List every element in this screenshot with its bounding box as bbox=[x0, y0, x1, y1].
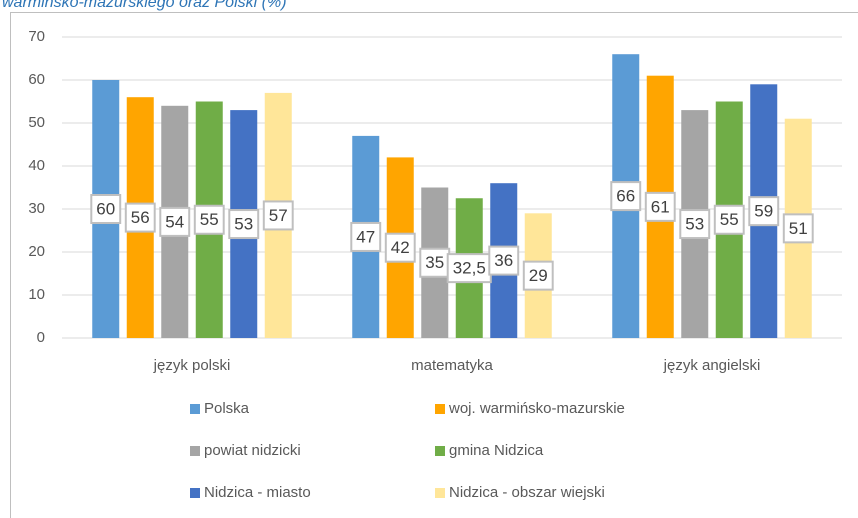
data-label: 53 bbox=[679, 209, 711, 240]
data-label: 56 bbox=[124, 202, 156, 233]
data-label-text: 66 bbox=[616, 187, 635, 206]
data-label: 47 bbox=[350, 221, 382, 252]
chart-frame bbox=[10, 12, 858, 518]
y-tick-label: 30 bbox=[28, 200, 45, 217]
x-tick-label: język angielski bbox=[663, 357, 761, 374]
legend-swatch bbox=[190, 488, 200, 498]
data-label-box bbox=[384, 232, 416, 263]
data-label-box bbox=[644, 191, 676, 222]
data-label-box bbox=[782, 213, 814, 244]
data-label: 36 bbox=[488, 245, 520, 276]
data-label-text: 60 bbox=[96, 199, 115, 218]
x-tick-label: matematyka bbox=[411, 357, 493, 374]
data-label: 54 bbox=[159, 206, 191, 237]
data-label-text: 32,5 bbox=[453, 259, 486, 278]
data-label-text: 56 bbox=[131, 208, 150, 227]
data-label-text: 53 bbox=[234, 215, 253, 234]
x-tick-label: język polski bbox=[153, 357, 231, 374]
data-label-text: 55 bbox=[720, 210, 739, 229]
data-label-text: 57 bbox=[269, 206, 288, 225]
legend-swatch bbox=[435, 446, 445, 456]
data-label-box bbox=[159, 206, 191, 237]
data-label-box bbox=[679, 209, 711, 240]
data-label: 53 bbox=[228, 209, 260, 240]
data-label-text: 59 bbox=[754, 202, 773, 221]
data-label-box bbox=[713, 204, 745, 235]
legend-swatch bbox=[435, 404, 445, 414]
legend-label: Polska bbox=[204, 400, 250, 417]
data-label-text: 29 bbox=[529, 266, 548, 285]
data-label: 57 bbox=[262, 200, 294, 231]
data-label-text: 47 bbox=[356, 227, 375, 246]
data-label: 42 bbox=[384, 232, 416, 263]
y-tick-label: 0 bbox=[37, 329, 45, 346]
data-label-box bbox=[419, 247, 451, 278]
y-tick-label: 10 bbox=[28, 286, 45, 303]
data-label-box bbox=[748, 196, 780, 227]
data-label-text: 51 bbox=[789, 219, 808, 238]
data-label-text: 61 bbox=[651, 197, 670, 216]
data-label-box bbox=[228, 209, 260, 240]
legend-swatch bbox=[190, 404, 200, 414]
legend-label: powiat nidzicki bbox=[204, 442, 301, 459]
data-label-box bbox=[350, 221, 382, 252]
data-label-text: 53 bbox=[685, 215, 704, 234]
data-label: 35 bbox=[419, 247, 451, 278]
legend-label: Nidzica - miasto bbox=[204, 484, 311, 501]
data-label-box bbox=[262, 200, 294, 231]
data-label: 66 bbox=[610, 181, 642, 212]
data-label: 61 bbox=[644, 191, 676, 222]
data-label: 55 bbox=[713, 204, 745, 235]
y-tick-label: 20 bbox=[28, 243, 45, 260]
legend-label: woj. warmińsko-mazurskie bbox=[448, 400, 625, 417]
data-label-box bbox=[488, 245, 520, 276]
y-tick-label: 60 bbox=[28, 71, 45, 88]
y-tick-label: 70 bbox=[28, 28, 45, 45]
y-tick-label: 50 bbox=[28, 114, 45, 131]
chart-title: warmińsko-mazurskiego oraz Polski (%) bbox=[2, 0, 287, 11]
data-label: 51 bbox=[782, 213, 814, 244]
data-label: 55 bbox=[193, 204, 225, 235]
data-label: 29 bbox=[522, 260, 554, 291]
data-label-box bbox=[90, 194, 122, 224]
data-label-box bbox=[610, 181, 642, 212]
data-label-text: 35 bbox=[425, 253, 444, 272]
data-label-text: 54 bbox=[165, 212, 184, 231]
data-label-text: 55 bbox=[200, 210, 219, 229]
legend-swatch bbox=[435, 488, 445, 498]
data-label: 60 bbox=[90, 194, 122, 224]
legend-label: Nidzica - obszar wiejski bbox=[449, 484, 605, 501]
data-label: 32,5 bbox=[446, 253, 492, 284]
data-label-box bbox=[124, 202, 156, 233]
data-label-text: 42 bbox=[391, 238, 410, 257]
legend-swatch bbox=[190, 446, 200, 456]
data-label-box bbox=[446, 253, 492, 284]
data-label: 59 bbox=[748, 196, 780, 227]
legend-label: gmina Nidzica bbox=[449, 442, 544, 459]
data-label-box bbox=[522, 260, 554, 291]
y-tick-label: 40 bbox=[28, 157, 45, 174]
data-label-box bbox=[193, 204, 225, 235]
data-label-text: 36 bbox=[494, 251, 513, 270]
